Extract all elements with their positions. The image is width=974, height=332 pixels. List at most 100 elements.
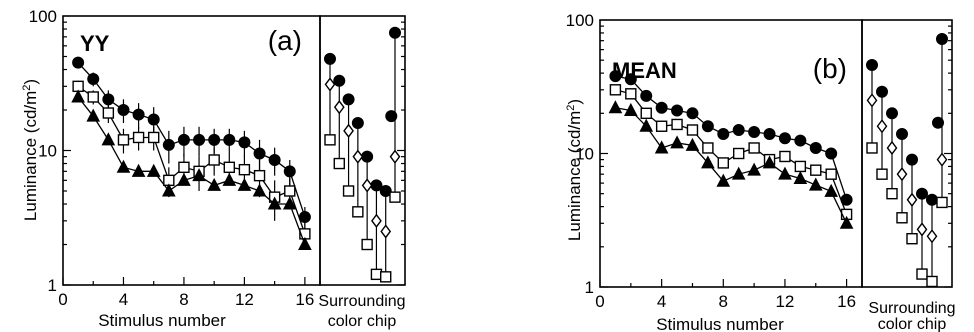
inset-data-point (886, 140, 898, 156)
inset-data-point (876, 85, 888, 98)
data-point (87, 91, 99, 103)
data-point (686, 124, 699, 136)
data-point (762, 155, 777, 169)
panel-b-y-axis-title-sup: 2 (565, 105, 577, 111)
data-point (794, 134, 807, 147)
data-point (717, 127, 730, 140)
x-tick-label: 8 (719, 292, 728, 311)
data-point (748, 142, 760, 154)
inset-data-point (896, 212, 908, 224)
data-point (808, 177, 823, 191)
series-line (77, 85, 306, 235)
inset-data-point (370, 268, 383, 281)
y-tick-label: 10 (38, 142, 57, 161)
inset-data-point (380, 271, 392, 283)
data-point (685, 137, 700, 151)
inset-data-point (333, 74, 346, 87)
data-point (717, 157, 729, 169)
data-point (87, 73, 100, 86)
data-point (793, 170, 808, 184)
inset-data-point (896, 167, 908, 182)
inset-data-point (351, 117, 364, 130)
data-point (162, 138, 175, 151)
data-point (193, 133, 206, 146)
inset-data-point (324, 134, 336, 146)
inset-data-point (866, 93, 878, 108)
data-point (282, 196, 297, 210)
y-tick-label: 100 (566, 11, 594, 30)
data-point (71, 89, 85, 103)
x-tick-label: 12 (235, 290, 254, 309)
inset-data-point (352, 206, 364, 218)
inset-data-point (886, 187, 898, 200)
inset-data-point (371, 213, 382, 228)
inset-data-point (333, 99, 345, 115)
panel-a-letter: (a) (268, 25, 302, 56)
data-point (654, 140, 669, 154)
inset-data-point (361, 178, 373, 193)
data-point (148, 131, 160, 144)
x-tick-label: 0 (595, 292, 604, 311)
data-point (146, 163, 161, 177)
data-point (640, 89, 653, 102)
data-point (117, 104, 130, 117)
inset-data-point (916, 222, 928, 237)
data-point (778, 166, 792, 180)
data-point (117, 134, 130, 146)
y-tick-label: 100 (29, 7, 57, 26)
panel-a-inset-label-line2: color chip (328, 313, 397, 330)
data-point (655, 101, 668, 114)
data-point (839, 215, 854, 229)
data-point (609, 70, 622, 83)
inset-data-point (324, 77, 336, 92)
inset-data-point (916, 268, 928, 280)
data-point (624, 73, 637, 86)
inset-data-point (324, 52, 336, 65)
inset-data-point (906, 192, 918, 207)
panel-b-y-axis-title-end: ) (565, 99, 584, 105)
data-point (825, 168, 837, 180)
panel-b-y-axis-title: Luminance (cd/m2) (565, 99, 584, 241)
series-line (615, 107, 848, 224)
inset-data-point (380, 224, 392, 239)
data-point (207, 177, 222, 191)
data-point (732, 123, 745, 136)
inset-data-point (352, 149, 364, 164)
data-point (223, 133, 236, 146)
data-point (824, 183, 839, 197)
data-point (298, 236, 312, 251)
data-point (102, 107, 115, 119)
data-point (102, 93, 115, 106)
panel-a-y-axis-title-sup: 2 (21, 85, 33, 91)
data-point (252, 183, 267, 197)
panel-b-y-axis-title-main: Luminance (cd/m (565, 111, 584, 241)
data-point (238, 136, 251, 149)
data-point (779, 150, 791, 163)
inset-data-point (876, 119, 888, 134)
data-point (283, 165, 296, 178)
inset-data-point (886, 107, 898, 120)
data-point (716, 173, 731, 187)
data-point (778, 132, 791, 145)
inset-data-point (926, 229, 938, 244)
data-point (748, 125, 761, 138)
inset-data-point (361, 150, 374, 163)
data-point (237, 177, 252, 191)
series-line (615, 75, 848, 201)
inset-data-point (876, 168, 888, 180)
panel-a-inset-label-line1: Surrounding (318, 293, 405, 310)
data-point (809, 141, 822, 154)
data-point (686, 107, 699, 120)
data-point (208, 133, 221, 146)
data-point (731, 166, 746, 180)
data-point (161, 183, 176, 197)
panel-a-y-axis-title-end: ) (21, 79, 40, 85)
series-line (615, 89, 848, 215)
data-point (298, 211, 311, 224)
inset-data-point (343, 123, 354, 139)
inset-data-point (389, 26, 401, 39)
data-point (608, 100, 623, 114)
x-tick-label: 4 (657, 292, 666, 311)
data-point (132, 108, 145, 121)
